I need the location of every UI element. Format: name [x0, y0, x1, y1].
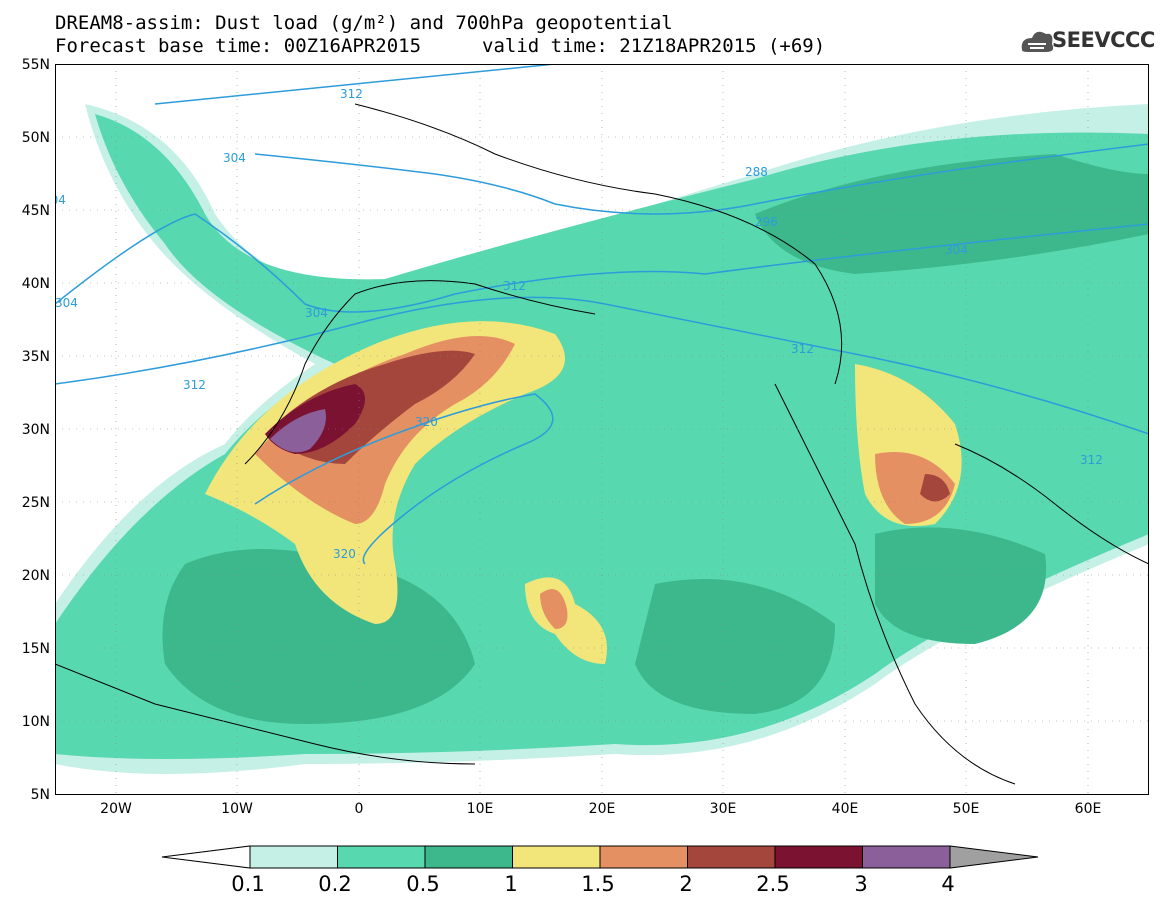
colorbar-cell: [599, 845, 688, 869]
lon-label: 30E: [709, 801, 737, 817]
lat-label: 40N: [21, 276, 50, 292]
lat-label: 15N: [21, 641, 50, 657]
colorbar-label: 0.2: [318, 872, 352, 896]
colorbar-cell: [249, 845, 338, 869]
contour-label: 304: [55, 193, 66, 207]
dust-map: 312 304 304 304 304 288 296 304 312 312 …: [55, 64, 1149, 795]
dust-field: [55, 104, 1149, 774]
colorbar-cell: [774, 845, 863, 869]
lon-label: 10W: [221, 801, 253, 817]
colorbar-cell: [424, 845, 513, 869]
colorbar-over-triangle: [949, 845, 1039, 869]
map-frame: [55, 64, 1149, 795]
lat-label: 10N: [21, 714, 50, 730]
contour-label: 304: [305, 306, 328, 320]
lon-label: 20E: [588, 801, 616, 817]
colorbar-label: 2: [679, 872, 693, 896]
colorbar-cells: [161, 845, 1039, 869]
colorbar-cell: [512, 845, 601, 869]
contour-label: 304: [945, 243, 968, 257]
lat-label: 25N: [21, 495, 50, 511]
contour-labels: 312 304 304 304 304 288 296 304 312 312 …: [55, 87, 1103, 561]
contour-label: 312: [1080, 453, 1103, 467]
contour-label: 304: [223, 151, 246, 165]
colorbar-under-triangle: [161, 845, 251, 869]
contour-label: 296: [755, 215, 778, 229]
cloud-logo-icon: [1021, 31, 1054, 52]
grid-lines: [55, 64, 1149, 795]
logo-text: SEEVCCC: [1052, 28, 1155, 52]
contour-label: 312: [503, 279, 526, 293]
lat-label: 35N: [21, 349, 50, 365]
colorbar-label: 2.5: [756, 872, 790, 896]
colorbar-label: 0.5: [406, 872, 440, 896]
colorbar-label: 4: [941, 872, 955, 896]
contour-label: 312: [340, 87, 363, 101]
contour-label: 320: [333, 547, 356, 561]
valid-time: valid time: 21Z18APR2015 (+69): [482, 35, 826, 57]
lat-label: 5N: [30, 787, 50, 803]
lon-label: 0: [354, 801, 364, 817]
forecast-base-time: Forecast base time: 00Z16APR2015: [55, 35, 422, 57]
colorbar-cell: [687, 845, 776, 869]
colorbar-label: 1.5: [581, 872, 615, 896]
contour-label: 304: [55, 296, 78, 310]
map-panel: 312 304 304 304 304 288 296 304 312 312 …: [55, 64, 1149, 795]
lat-label: 50N: [21, 130, 50, 146]
contour-label: 320: [415, 415, 438, 429]
colorbar-cell: [862, 845, 951, 869]
lon-label: 20W: [100, 801, 132, 817]
lat-label: 20N: [21, 568, 50, 584]
lat-label: 45N: [21, 203, 50, 219]
lat-label: 30N: [21, 422, 50, 438]
lon-label: 60E: [1074, 801, 1102, 817]
colorbar-label: 3: [854, 872, 868, 896]
colorbar-label: 0.1: [231, 872, 265, 896]
colorbar-label: 1: [504, 872, 518, 896]
colorbar: [161, 845, 1039, 869]
coastlines: [55, 103, 1149, 785]
lat-label: 55N: [21, 57, 50, 73]
colorbar-cell: [337, 845, 426, 869]
chart-title: DREAM8-assim: Dust load (g/m²) and 700hP…: [55, 12, 673, 34]
lon-label: 50E: [952, 801, 980, 817]
contour-label: 312: [183, 378, 206, 392]
contour-label: 312: [791, 342, 814, 356]
lon-label: 40E: [831, 801, 859, 817]
geopotential-contours: [55, 64, 1149, 565]
contour-label: 288: [745, 165, 768, 179]
lon-label: 10E: [466, 801, 494, 817]
